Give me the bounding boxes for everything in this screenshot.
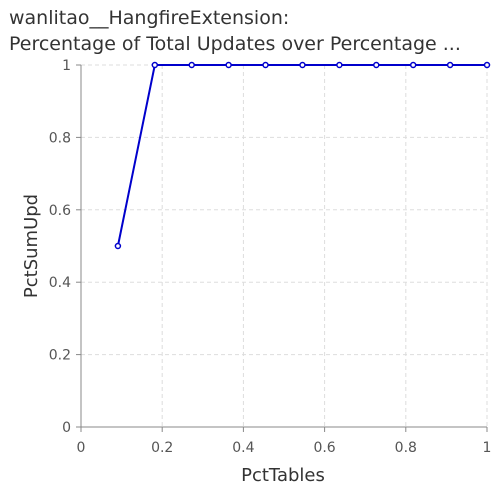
x-tick-label: 0.4: [232, 440, 254, 456]
data-point: [446, 61, 454, 69]
series-group: [114, 61, 491, 250]
chart-title-line-1: wanlitao__HangfireExtension:: [9, 7, 290, 29]
data-point: [225, 61, 232, 69]
data-point: [299, 61, 306, 69]
axes: [76, 64, 488, 432]
data-point: [409, 61, 417, 69]
x-tick-label: 1: [483, 440, 492, 456]
data-point: [336, 61, 343, 69]
y-axis-label: PctSumUpd: [21, 194, 42, 298]
data-point: [114, 242, 122, 250]
y-tick-label: 0: [62, 420, 71, 436]
x-tick-label: 0.6: [313, 440, 335, 456]
data-point: [151, 61, 159, 69]
y-tick-label: 0.6: [49, 203, 71, 219]
data-point: [188, 61, 195, 69]
x-tick-label: 0.2: [151, 440, 173, 456]
chart-title-line-2: Percentage of Total Updates over Percent…: [9, 33, 461, 55]
y-tick-labels: 0 0.2 0.4 0.6 0.8 1: [49, 58, 71, 436]
data-point: [262, 61, 269, 69]
y-tick-label: 0.8: [49, 130, 71, 146]
grid-lines: [81, 64, 488, 427]
data-point: [483, 61, 491, 69]
x-axis-label: PctTables: [241, 465, 325, 486]
y-tick-label: 0.2: [49, 348, 71, 364]
data-point: [373, 61, 380, 69]
x-tick-label: 0: [77, 440, 86, 456]
y-tick-label: 0.4: [49, 275, 71, 291]
x-tick-label: 0.8: [395, 440, 417, 456]
series-line: [116, 64, 487, 247]
x-tick-labels: 0 0.2 0.4 0.6 0.8 1: [77, 440, 492, 456]
y-tick-label: 1: [62, 58, 71, 74]
